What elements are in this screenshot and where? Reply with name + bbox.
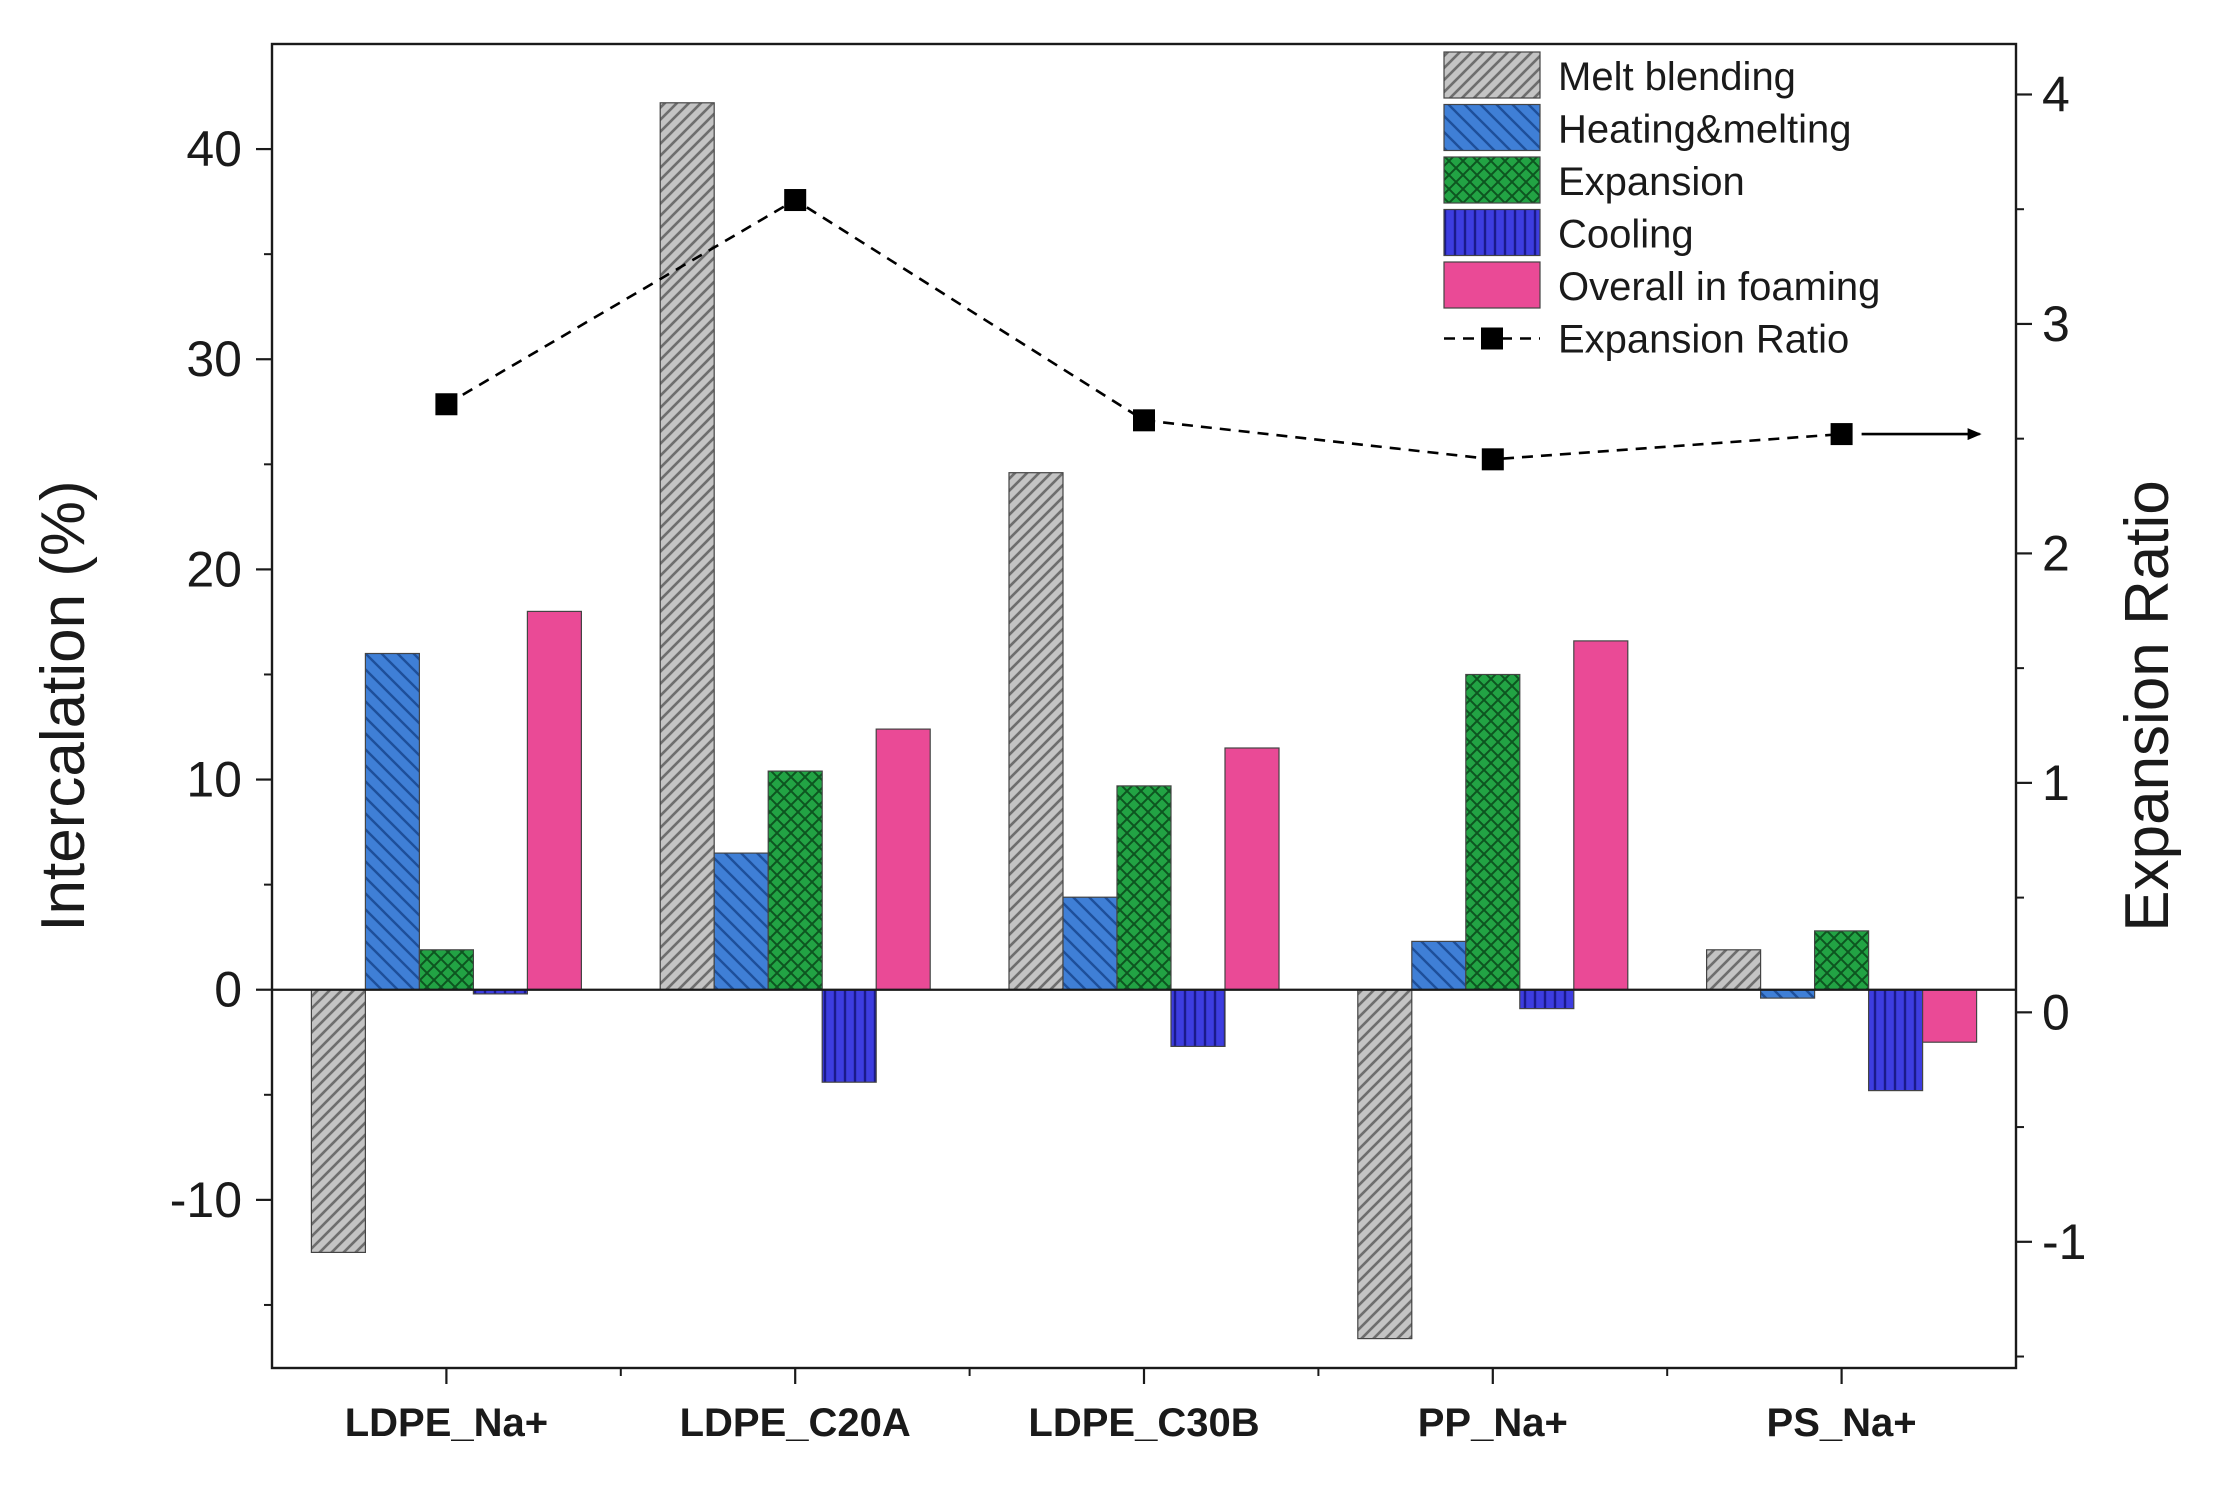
expansion-ratio-line	[445, 198, 1842, 461]
y-left-tick-label: -10	[170, 1172, 242, 1228]
y-left-axis-title: Intercalation (%)	[29, 480, 98, 931]
y-left-tick-label: 40	[186, 121, 242, 177]
bar-melt-blending-4	[1705, 949, 1762, 991]
legend-line-marker	[1481, 327, 1503, 350]
legend-label-expansion-ratio: Expansion Ratio	[1558, 318, 1849, 362]
legend-label-heating-melting: Heating&melting	[1558, 108, 1852, 152]
y-right-tick-label: 3	[2042, 296, 2070, 352]
bar-heating-melting-3	[1411, 940, 1467, 991]
bar-expansion-0	[418, 949, 474, 991]
y-left-tick-label: 0	[214, 962, 242, 1018]
expansion-ratio-marker-0	[435, 393, 458, 416]
x-category-label: LDPE_Na+	[345, 1401, 548, 1445]
y-left-tick-label: 20	[186, 541, 242, 597]
legend-label-melt-blending: Melt blending	[1558, 55, 1796, 99]
bar-heating-melting-0	[364, 652, 420, 991]
bar-expansion-3	[1465, 673, 1521, 991]
expansion-ratio-marker-3	[1481, 448, 1504, 471]
bar-overall-in-foaming-2	[1224, 747, 1280, 991]
x-category-label: LDPE_C30B	[1028, 1401, 1259, 1445]
bar-overall-in-foaming-1	[875, 728, 931, 991]
y-right-tick-label: 1	[2042, 755, 2070, 811]
bar-overall-in-foaming-0	[526, 610, 583, 991]
expansion-ratio-marker-1	[784, 189, 807, 212]
legend-swatch-melt-blending	[1443, 51, 1541, 99]
legend-swatch-expansion	[1443, 156, 1541, 204]
bar-cooling-3	[1519, 989, 1575, 1010]
y-right-tick-label: -1	[2042, 1214, 2086, 1270]
legend-label-expansion: Expansion	[1558, 160, 1745, 204]
bar-overall-in-foaming-4	[1921, 989, 1978, 1043]
bar-heating-melting-4	[1759, 989, 1816, 999]
bar-cooling-4	[1867, 989, 1924, 1092]
x-category-label: LDPE_C20A	[680, 1401, 911, 1445]
y-right-tick-label: 2	[2042, 525, 2070, 581]
bar-expansion-1	[767, 770, 823, 991]
bar-heating-melting-1	[713, 852, 769, 991]
legend-label-overall-in-foaming: Overall in foaming	[1558, 265, 1880, 309]
x-category-label: PP_Na+	[1418, 1401, 1568, 1445]
bar-melt-blending-0	[310, 989, 366, 1254]
legend-swatch-heating-melting	[1443, 103, 1541, 152]
legend-swatch-cooling	[1443, 208, 1541, 257]
legend-label-cooling: Cooling	[1558, 213, 1694, 257]
x-category-label: PS_Na+	[1767, 1401, 1917, 1445]
y-right-axis-title: Expansion Ratio	[2113, 480, 2182, 932]
bar-expansion-2	[1116, 785, 1172, 991]
bar-melt-blending-2	[1008, 472, 1064, 991]
bar-cooling-2	[1170, 989, 1226, 1048]
legend-swatch-overall-in-foaming	[1443, 261, 1541, 309]
bar-overall-in-foaming-3	[1573, 640, 1629, 991]
y-left-tick-label: 30	[186, 331, 242, 387]
y-right-tick-label: 4	[2042, 66, 2070, 122]
expansion-ratio-marker-2	[1133, 409, 1155, 432]
y-right-tick-label: 0	[2042, 984, 2070, 1040]
expansion-ratio-marker-4	[1830, 423, 1853, 446]
y-left-tick-label: 10	[186, 752, 242, 808]
bar-expansion-4	[1813, 930, 1870, 991]
bar-heating-melting-2	[1062, 896, 1118, 991]
bar-cooling-1	[821, 989, 877, 1083]
bar-melt-blending-1	[659, 102, 715, 991]
bar-melt-blending-3	[1357, 989, 1413, 1340]
